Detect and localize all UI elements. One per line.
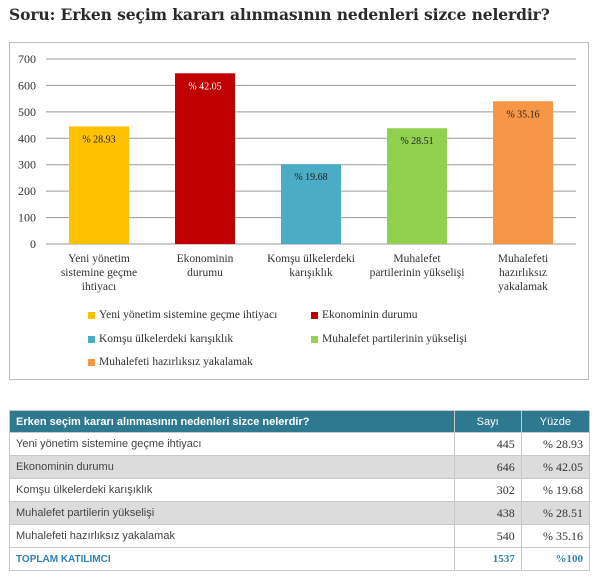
data-label: % 19.68 [294,172,327,183]
y-tick-label: 200 [18,184,36,198]
table-row: Ekonominin durumu 646 % 42.05 [9,455,591,479]
row-count: 646 [453,455,522,479]
legend-label: Muhalefet partilerinin yükselişi [322,333,467,345]
category-label: durumu [187,267,223,279]
row-label: Ekonominin durumu [9,455,455,479]
row-label: Muhalefeti hazırlıksız yakalamak [9,524,455,548]
legend-label: Komşu ülkelerdeki karışıklık [99,333,234,345]
row-label: Yeni yönetim sistemine geçme ihtiyacı [9,432,455,456]
header-count: Sayı [453,410,522,433]
bar-chart: 0 100 200 300 400 500 600 700 % 28.93 Yeni yöneti… [18,52,576,293]
data-label: % 28.51 [400,136,433,147]
bar [281,164,341,244]
legend-swatch [311,335,318,343]
row-count: 540 [453,524,522,548]
legend-swatch [311,311,318,319]
table-total-row: TOPLAM KATILIMCI 1537 %100 [9,547,591,571]
legend-item: Ekonominin durumu [311,309,418,321]
total-label: TOPLAM KATILIMCI [9,547,455,571]
row-percent: % 28.93 [520,432,591,456]
row-count: 445 [453,432,522,456]
data-label: % 42.05 [188,81,221,92]
header-question: Erken seçim kararı alınmasının nedenleri… [9,410,455,433]
category-label: Muhalefeti [498,253,548,265]
legend-label: Yeni yönetim sistemine geçme ihtiyacı [99,309,278,321]
legend-item: Muhalefet partilerinin yükselişi [311,333,467,345]
row-percent: % 42.05 [520,455,591,479]
chart-container: 0 100 200 300 400 500 600 700 % 28.93 Yeni yöneti… [9,42,589,380]
row-count: 302 [453,478,522,502]
total-percent: %100 [520,547,591,571]
legend-item: Yeni yönetim sistemine geçme ihtiyacı [88,309,277,321]
y-tick-label: 500 [18,105,36,119]
data-label: % 35.16 [506,109,539,120]
table-row: Muhalefet partilerin yükselişi 438 % 28.… [9,501,591,525]
legend-label: Muhalefeti hazırlıksız yakalamak [99,356,253,368]
total-count: 1537 [453,547,522,571]
legend-swatch [88,335,95,343]
legend-item: Muhalefeti hazırlıksız yakalamak [88,356,253,368]
y-tick-label: 0 [30,237,36,251]
bar [175,73,235,245]
bar [493,101,553,245]
category-label: Yeni yönetim [68,253,130,265]
y-tick-label: 100 [18,211,36,225]
category-label: sistemine geçme [61,267,137,279]
table-row: Yeni yönetim sistemine geçme ihtiyacı 44… [9,432,591,456]
category-label: ihtiyacı [82,281,117,293]
row-percent: % 28.51 [520,501,591,525]
results-table: Erken seçim kararı alınmasının nedenleri… [9,410,591,571]
header-percent: Yüzde [520,410,591,433]
category-label: hazırlıksız [499,267,547,279]
row-percent: % 19.68 [520,478,591,502]
row-label: Muhalefet partilerin yükselişi [9,501,455,525]
data-label: % 28.93 [82,134,115,145]
category-label: partilerinin yükselişi [370,267,465,279]
table-row: Muhalefeti hazırlıksız yakalamak 540 % 3… [9,524,591,548]
y-tick-label: 600 [18,78,36,92]
y-tick-label: 300 [18,158,36,172]
table-row: Komşu ülkelerdeki karışıklık 302 % 19.68 [9,478,591,502]
category-label: Ekonominin [177,253,234,265]
bar [69,126,129,244]
page-title: Soru: Erken seçim kararı alınmasının ned… [9,5,550,24]
category-label: Muhalefet [393,253,441,265]
row-label: Komşu ülkelerdeki karışıklık [9,478,455,502]
y-tick-label: 400 [18,131,36,145]
table-header-row: Erken seçim kararı alınmasının nedenleri… [9,410,591,433]
legend-swatch [88,311,95,319]
y-tick-label: 700 [18,52,36,66]
row-percent: % 35.16 [520,524,591,548]
row-count: 438 [453,501,522,525]
legend-swatch [88,358,95,366]
legend-label: Ekonominin durumu [322,309,418,321]
category-label: karışıklık [289,267,333,279]
category-label: Komşu ülkelerdeki [267,253,355,265]
category-label: yakalamak [498,281,548,293]
bar [387,128,447,244]
legend-item: Komşu ülkelerdeki karışıklık [88,333,233,345]
